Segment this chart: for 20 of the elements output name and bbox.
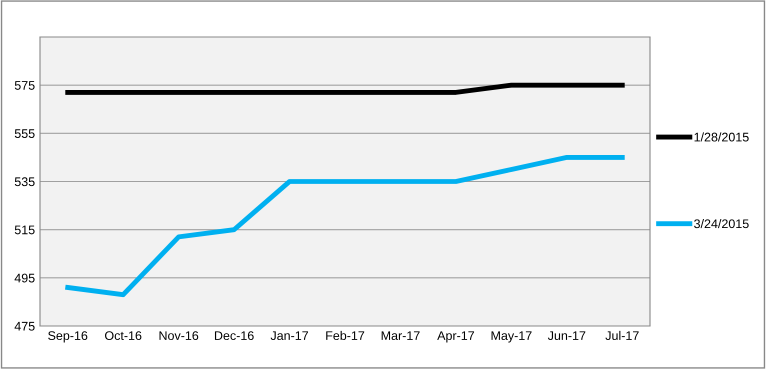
x-tick-label: Jan-17 <box>270 331 308 340</box>
line-series <box>65 154 625 298</box>
x-tick-label: Apr-17 <box>437 331 474 343</box>
legend-label: 3/24/2015 <box>694 219 749 228</box>
x-tick-label: Oct-16 <box>105 331 142 340</box>
y-tick-label: 555 <box>14 129 35 138</box>
y-tick-label: 575 <box>14 81 35 90</box>
y-tick-label: 515 <box>14 226 35 234</box>
y-tick-label: 495 <box>14 274 35 282</box>
x-tick-label: Jul-17 <box>605 330 639 340</box>
x-tick-label: Sep-16 <box>48 331 88 343</box>
y-tick-label: 535 <box>14 177 35 186</box>
x-tick-label: Feb-17 <box>326 330 364 340</box>
x-tick-label: Jun-17 <box>548 331 586 340</box>
x-tick-label: May-17 <box>492 331 532 343</box>
y-tick-label: 475 <box>14 322 35 331</box>
x-tick-label: Mar-17 <box>382 331 420 340</box>
x-tick-label: Dec-16 <box>214 331 254 340</box>
x-tick-label: Nov-16 <box>160 331 198 340</box>
legend-label: 1/28/2015 <box>694 132 749 142</box>
